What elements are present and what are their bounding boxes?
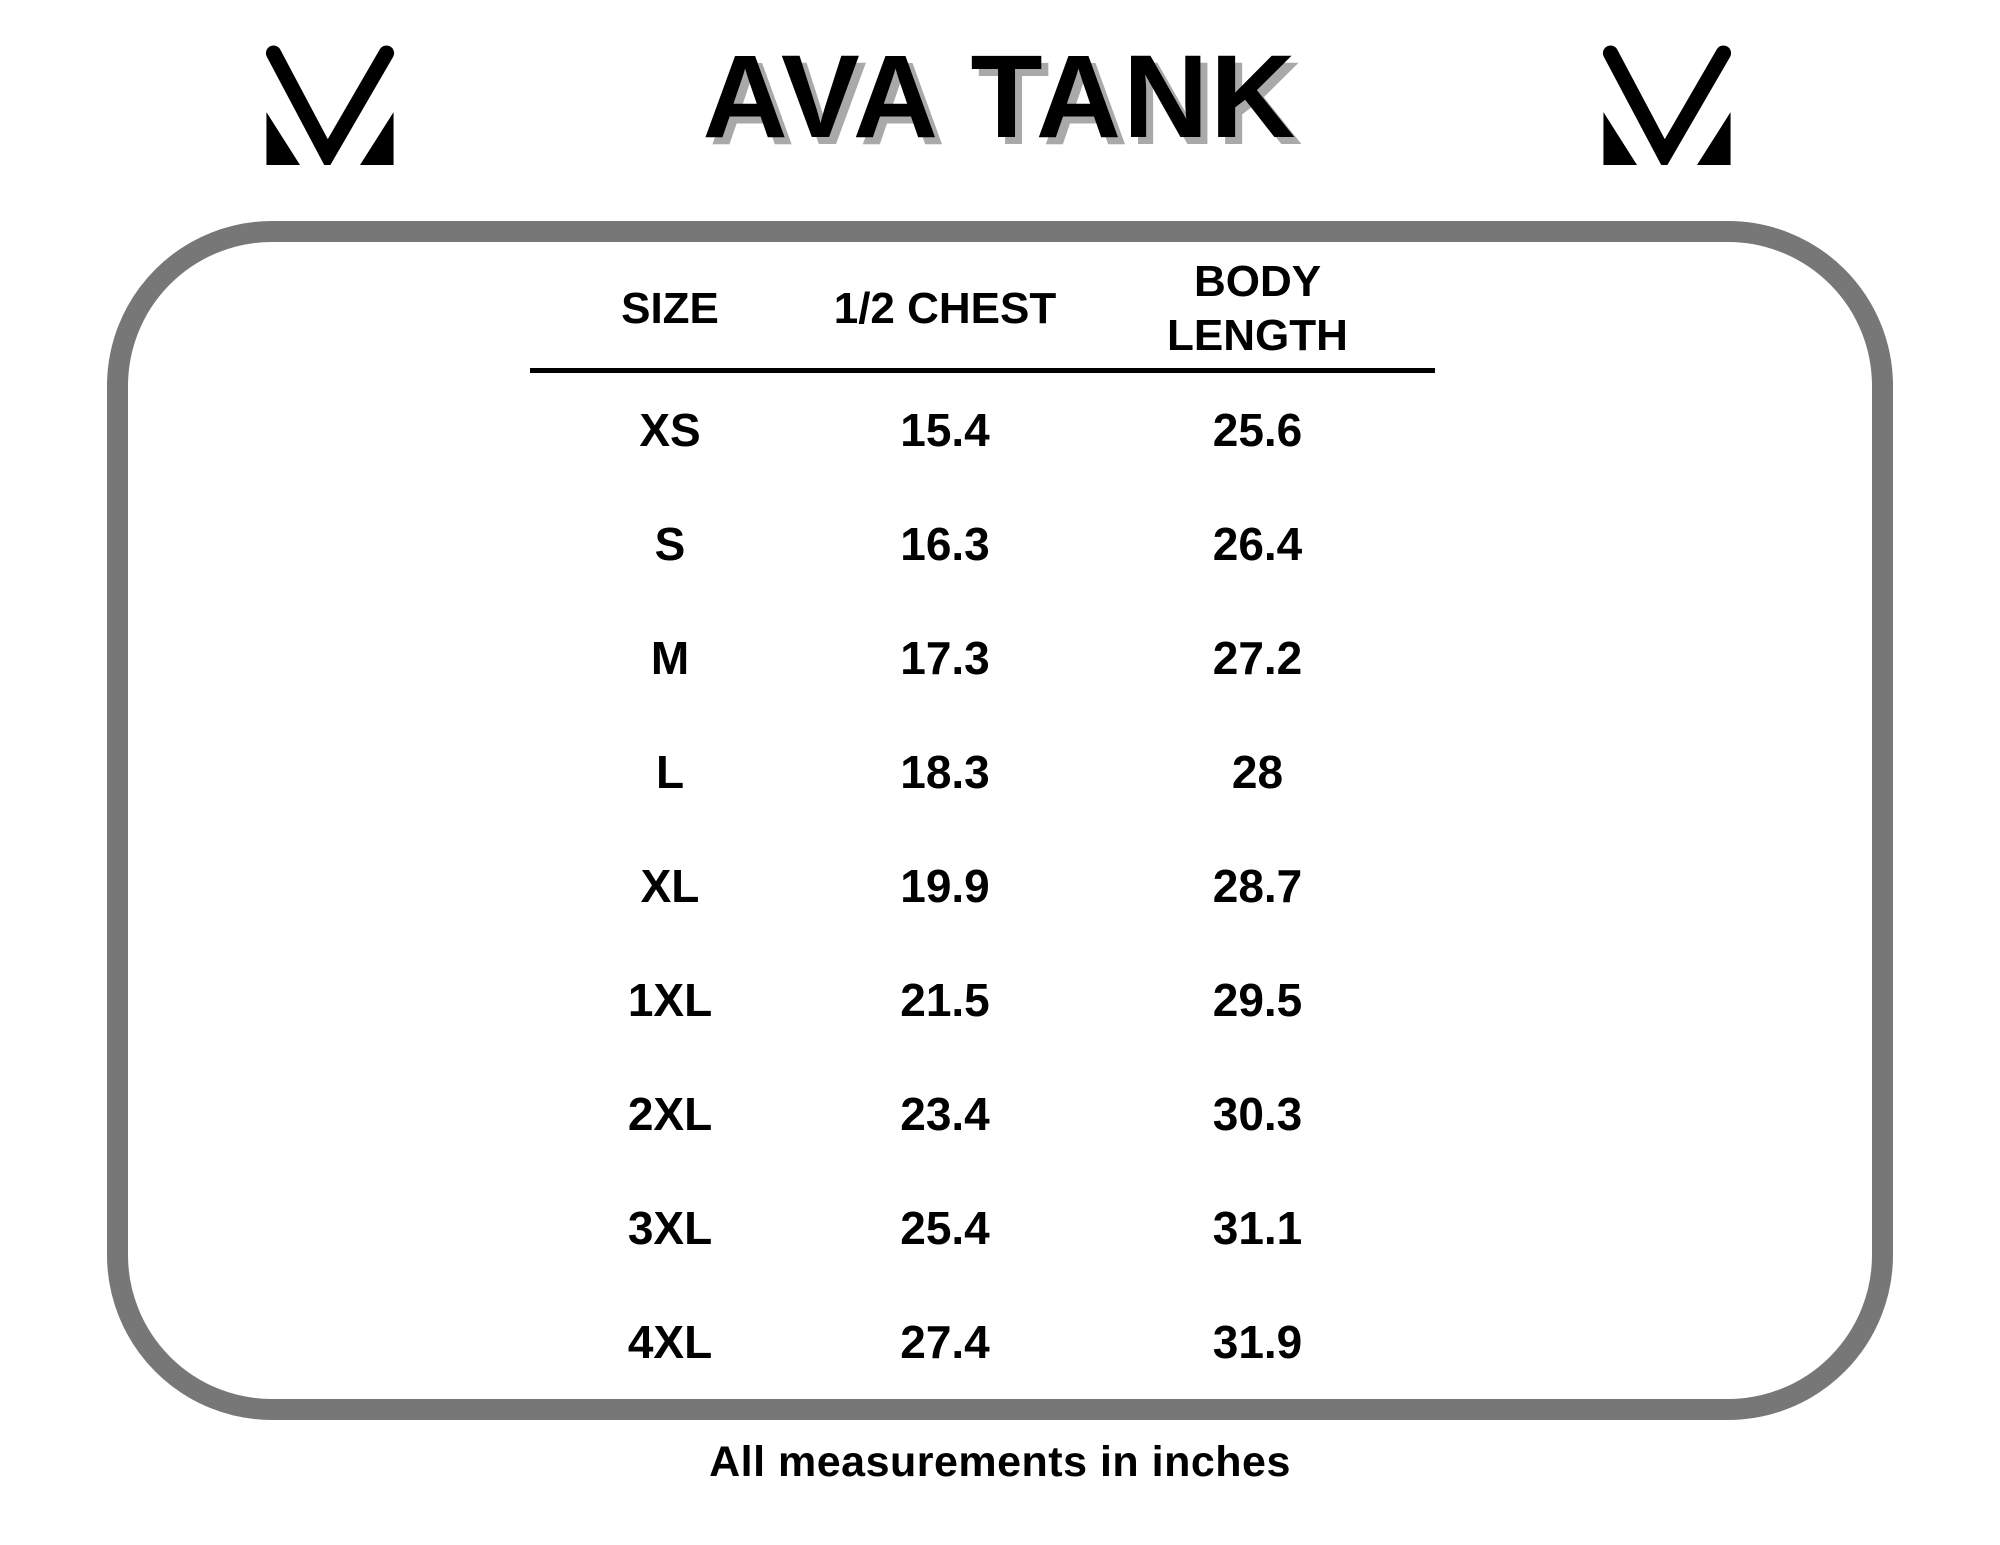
size-cell: 3XL [627,1202,713,1254]
size-cell: XL [640,860,700,912]
table-body: XS 15.4 25.6 S 16.3 26.4 M 17.3 27.2 L 1… [530,373,1435,1399]
mv-monogram-icon [1602,45,1732,165]
chest-cell: 17.3 [900,632,990,684]
length-cell: 25.6 [1212,404,1303,456]
chest-cell: 23.4 [900,1088,990,1140]
mv-monogram-icon [265,45,395,165]
chart-frame [107,221,1893,1420]
page-title: AVA TANK [702,31,1298,163]
length-cell: 31.9 [1212,1316,1303,1368]
header-divider-line [530,368,1435,373]
chest-cell: 19.9 [900,860,990,912]
column-header-half-chest: 1/2 CHEST [833,284,1057,333]
length-cell: 28.7 [1212,860,1303,912]
chest-cell: 27.4 [900,1316,990,1368]
size-cell: 2XL [627,1088,713,1140]
size-table: SIZE 1/2 CHEST BODY LENGTH XS 15.4 25.6 … [530,250,1435,1399]
size-cell: 4XL [627,1316,713,1368]
chest-cell: 21.5 [900,974,990,1026]
chest-cell: 15.4 [900,404,990,456]
length-cell: 27.2 [1212,632,1303,684]
size-cell: XS [639,404,701,456]
size-cell: S [654,518,686,570]
length-cell: 26.4 [1212,518,1303,570]
length-cell: 30.3 [1212,1088,1303,1140]
length-cell: 28 [1231,746,1284,798]
size-cell: M [650,632,690,684]
size-cell: 1XL [627,974,713,1026]
column-header-body-length: BODY LENGTH [1167,257,1348,360]
length-cell: 29.5 [1212,974,1303,1026]
chest-cell: 16.3 [900,518,990,570]
chest-cell: 18.3 [900,746,990,798]
chest-cell: 25.4 [900,1202,990,1254]
table-header-row: SIZE 1/2 CHEST BODY LENGTH [530,250,1435,368]
length-cell: 31.1 [1212,1202,1303,1254]
column-header-size: SIZE [621,284,719,333]
size-cell: L [655,746,685,798]
measurement-note: All measurements in inches [709,1438,1291,1486]
